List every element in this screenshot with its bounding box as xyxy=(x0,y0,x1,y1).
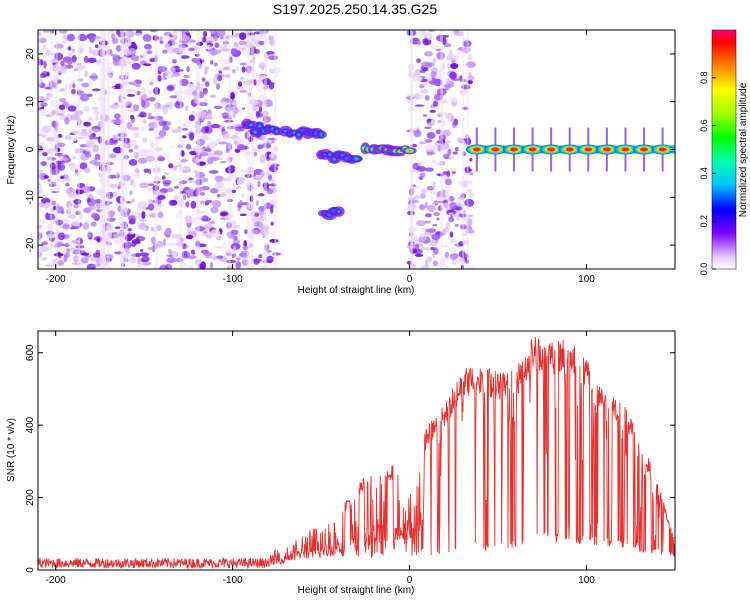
heatmap-xtick-label: 0 xyxy=(407,274,413,285)
reflection xyxy=(241,118,283,138)
reflection xyxy=(360,142,417,157)
heatmap-xtick-label: -200 xyxy=(46,274,66,285)
snr-series-line xyxy=(38,337,675,570)
direct-signal xyxy=(465,127,675,172)
noise-region xyxy=(38,30,282,269)
chart-title: S197.2025.250.14.35.G25 xyxy=(272,1,438,17)
snr-xtick-label: 0 xyxy=(407,575,413,586)
heatmap-xlabel: Height of straight line (km) xyxy=(298,285,415,296)
snr-xtick-label: -200 xyxy=(46,575,66,586)
snr-frame xyxy=(37,330,676,571)
colorbar-label: Normalized spectral amplitude xyxy=(738,82,749,217)
snr-ytick-label: 600 xyxy=(25,344,36,361)
colorbar-tick-label: 0.8 xyxy=(699,72,709,85)
heatmap-ylabel: Frequency (Hz) xyxy=(6,116,17,185)
snr-xtick-label: -100 xyxy=(223,575,243,586)
heatmap-ytick-label: -10 xyxy=(25,190,36,205)
reflection xyxy=(317,206,345,221)
heatmap-ytick-label: 10 xyxy=(25,96,36,108)
snr-axes: -200 -100 0 100 0 200 400 600 xyxy=(25,331,675,586)
colorbar-tick-label: 0.2 xyxy=(699,215,709,228)
colorbar-tick-label: 0.4 xyxy=(699,167,709,180)
colorbar-tick-label: 0.0 xyxy=(699,263,709,276)
heatmap-ytick-label: 0 xyxy=(25,146,36,152)
noise-region xyxy=(406,30,476,269)
reflection xyxy=(316,148,363,165)
snr-ylabel: SNR (10 * v/v) xyxy=(6,418,17,482)
heatmap-ytick-label: 20 xyxy=(25,48,36,60)
spectrogram-heatmap xyxy=(38,30,675,269)
heatmap-ytick-label: -20 xyxy=(25,237,36,252)
snr-ytick-label: 0 xyxy=(25,567,36,573)
colorbar xyxy=(711,29,737,270)
snr-plot xyxy=(38,337,675,570)
heatmap-xtick-label: -100 xyxy=(223,274,243,285)
snr-xtick-label: 100 xyxy=(578,575,595,586)
snr-ytick-label: 200 xyxy=(25,489,36,506)
heatmap-xtick-label: 100 xyxy=(578,274,595,285)
colorbar-tick-label: 0.6 xyxy=(699,119,709,132)
reflection xyxy=(278,125,327,141)
colorbar-ticks: 0.0 0.2 0.4 0.6 0.8 xyxy=(699,72,716,276)
snr-xlabel: Height of straight line (km) xyxy=(298,585,415,596)
snr-ytick-label: 400 xyxy=(25,416,36,433)
